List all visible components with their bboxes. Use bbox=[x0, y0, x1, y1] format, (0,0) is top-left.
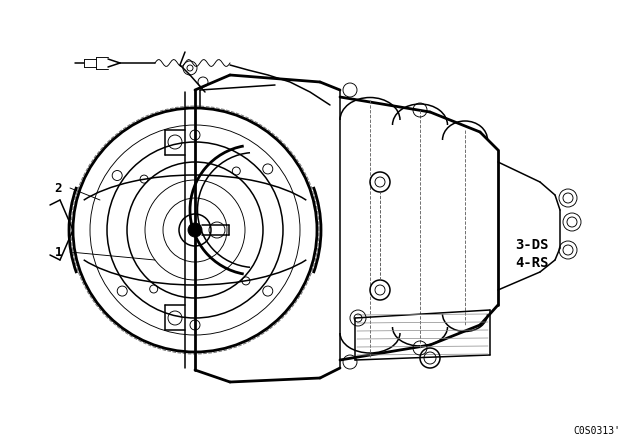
Text: 2: 2 bbox=[54, 181, 62, 194]
Text: 4-RS: 4-RS bbox=[515, 256, 548, 270]
Text: 1: 1 bbox=[54, 246, 62, 258]
Text: 3-DS: 3-DS bbox=[515, 238, 548, 252]
Circle shape bbox=[188, 223, 202, 237]
Text: C0S0313': C0S0313' bbox=[573, 426, 620, 436]
